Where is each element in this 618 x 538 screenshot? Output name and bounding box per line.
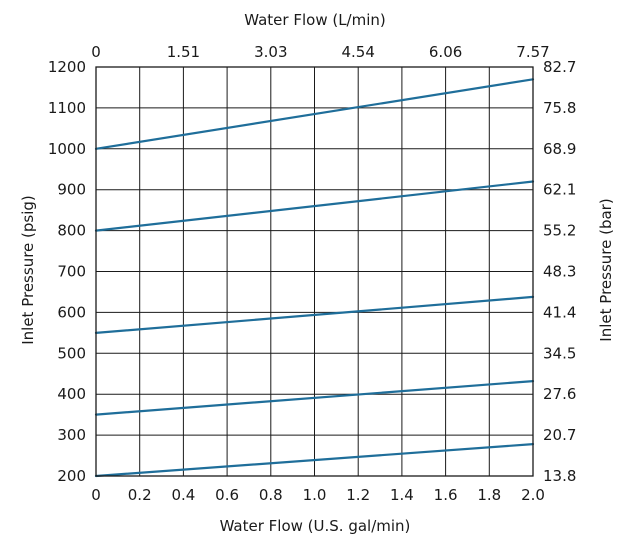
series-line-2 — [94, 180, 535, 232]
y2-tick-label: 62.1 — [543, 181, 576, 199]
x-tick-label: 1.2 — [346, 486, 370, 504]
x-tick-label: 0.4 — [171, 486, 195, 504]
x2-tick-label: 7.57 — [516, 43, 549, 61]
y-tick-label: 200 — [57, 467, 86, 485]
y-tick-label: 400 — [57, 385, 86, 403]
x2-axis-title: Water Flow (L/min) — [244, 11, 386, 29]
tick-labels: 0 0.2 0.4 0.6 0.8 1.0 1.2 1.4 1.6 1.8 2.0 0 1.51 3.03… — [48, 43, 577, 504]
x-axis-title: Water Flow (U.S. gal/min) — [220, 517, 411, 535]
y2-tick-label: 75.8 — [543, 99, 576, 117]
x-tick-label: 0 — [91, 486, 101, 504]
series-line-1 — [94, 78, 535, 150]
y-tick-label: 1200 — [48, 58, 86, 76]
y-tick-label: 900 — [57, 181, 86, 199]
y-tick-label: 700 — [57, 263, 86, 281]
y-tick-label: 800 — [57, 222, 86, 240]
x-tick-label: 1.6 — [434, 486, 458, 504]
y-tick-label: 500 — [57, 344, 86, 362]
x2-tick-label: 4.54 — [341, 43, 374, 61]
y2-tick-label: 41.4 — [543, 303, 576, 321]
y-tick-label: 1000 — [48, 140, 86, 158]
x-tick-label: 2.0 — [521, 486, 545, 504]
x-tick-label: 0.2 — [128, 486, 152, 504]
series-line-3 — [94, 295, 535, 334]
y-tick-label: 1100 — [48, 99, 86, 117]
series-line-5 — [94, 443, 535, 478]
plot-frame — [95, 66, 534, 477]
y-tick-label: 600 — [57, 303, 86, 321]
x2-tick-label: 6.06 — [429, 43, 462, 61]
y2-axis-title: Inlet Pressure (bar) — [597, 198, 615, 341]
x-tick-label: 0.6 — [215, 486, 239, 504]
grid — [95, 66, 534, 477]
y2-tick-label: 82.7 — [543, 58, 576, 76]
y2-tick-label: 48.3 — [543, 263, 576, 281]
x-tick-label: 1.4 — [390, 486, 414, 504]
series-line-4 — [94, 380, 535, 416]
x-tick-label: 1.8 — [477, 486, 501, 504]
y2-tick-label: 68.9 — [543, 140, 576, 158]
y-tick-label: 300 — [57, 426, 86, 444]
x-tick-label: 0.8 — [259, 486, 283, 504]
series-lines — [94, 78, 535, 478]
y2-tick-label: 34.5 — [543, 344, 576, 362]
y2-tick-label: 55.2 — [543, 222, 576, 240]
x2-tick-label: 3.03 — [254, 43, 287, 61]
x2-tick-label: 1.51 — [167, 43, 200, 61]
x-tick-label: 1.0 — [303, 486, 327, 504]
y2-tick-label: 13.8 — [543, 467, 576, 485]
y2-tick-label: 27.6 — [543, 385, 576, 403]
y2-tick-label: 20.7 — [543, 426, 576, 444]
y-axis-title: Inlet Pressure (psig) — [19, 195, 37, 345]
x2-tick-label: 0 — [91, 43, 101, 61]
